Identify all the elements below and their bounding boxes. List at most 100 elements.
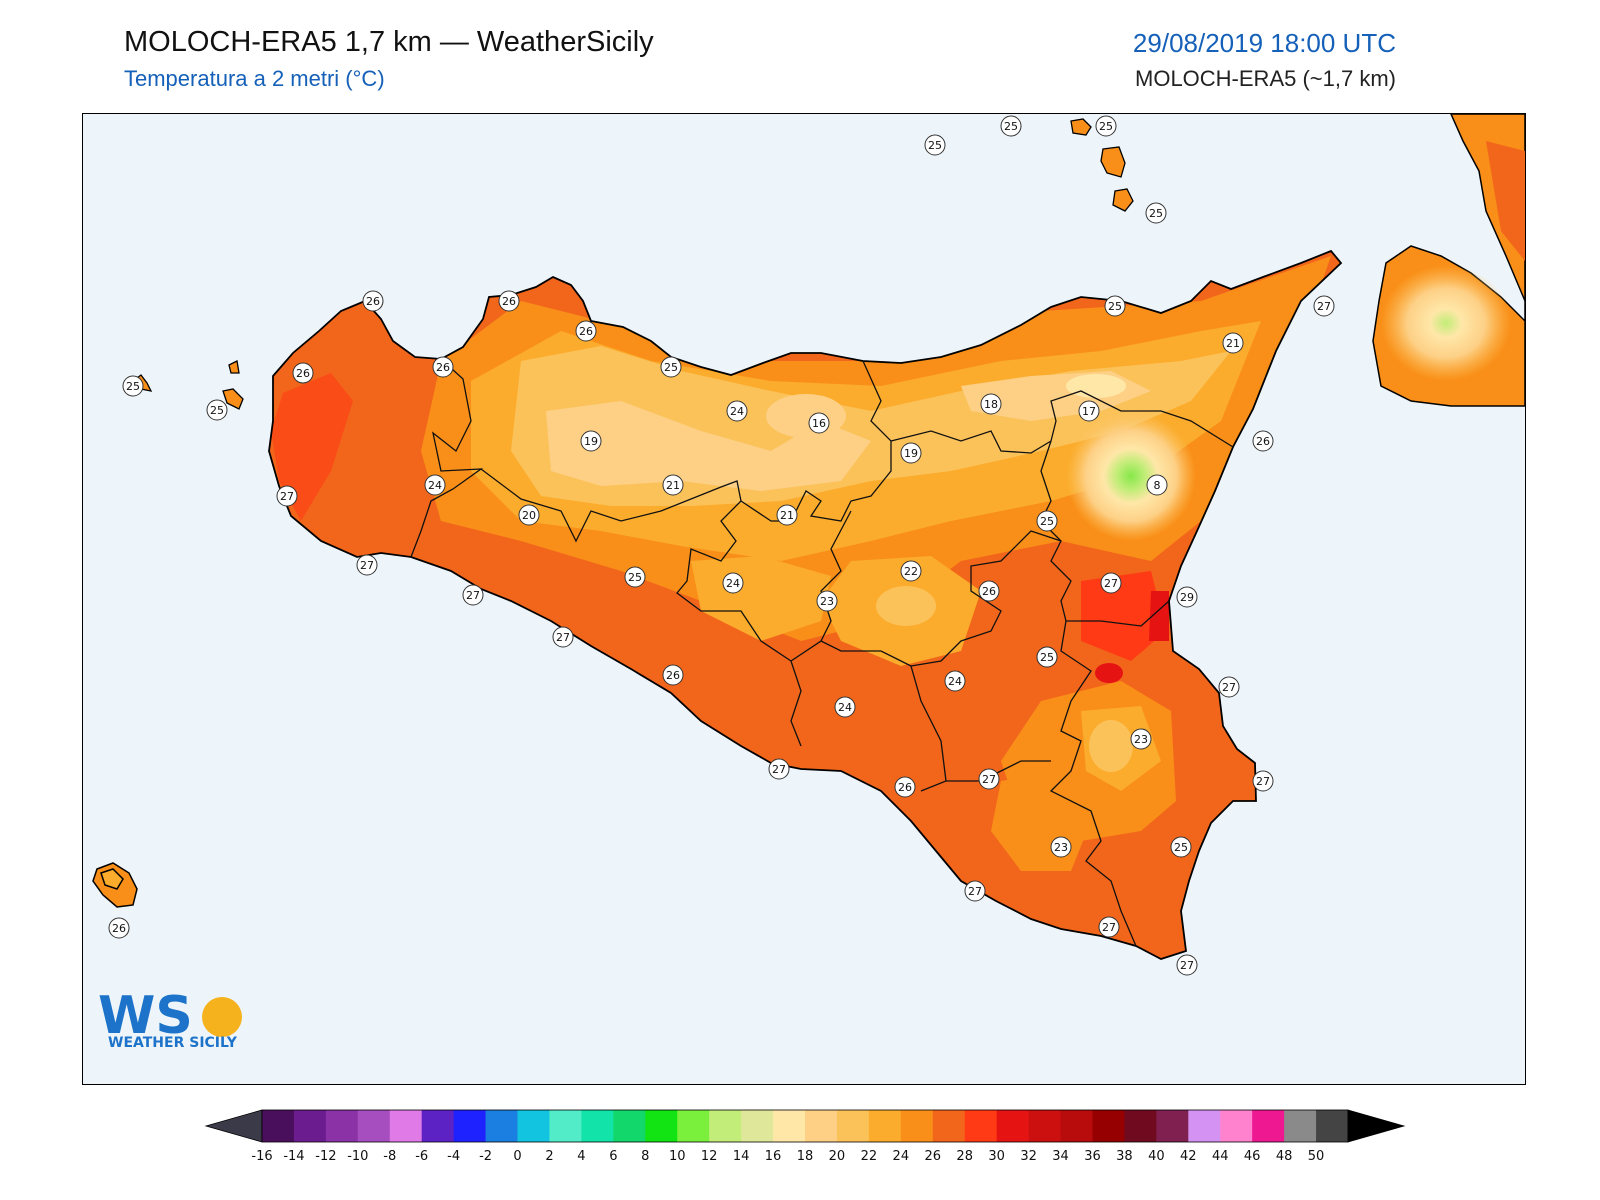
colorbar-swatch	[1188, 1110, 1221, 1142]
temperature-label-text: 25	[126, 380, 140, 393]
temperature-label-text: 19	[584, 435, 598, 448]
colorbar-swatch	[613, 1110, 646, 1142]
temperature-label-text: 26	[366, 295, 380, 308]
temperature-label-text: 27	[280, 490, 294, 503]
temperature-label: 26	[432, 356, 454, 378]
colorbar-tick-label: 34	[1052, 1149, 1069, 1164]
temperature-label: 27	[1313, 295, 1335, 317]
temperature-label-text: 27	[1222, 681, 1236, 694]
temperature-label-text: 25	[928, 139, 942, 152]
colorbar-swatch	[868, 1110, 902, 1142]
colorbar-swatch	[1060, 1110, 1093, 1142]
temperature-label: 25	[624, 566, 646, 588]
temperature-label: 27	[1098, 916, 1120, 938]
colorbar-swatch	[805, 1110, 838, 1142]
temperature-label: 25	[1095, 115, 1117, 137]
temperature-label: 25	[206, 399, 228, 421]
temperature-label-text: 25	[1040, 651, 1054, 664]
colorbar-tick-label: 14	[733, 1149, 750, 1164]
colorbar-swatch	[517, 1110, 550, 1142]
colorbar-tick-label: 30	[988, 1149, 1005, 1164]
colorbar-swatch	[1220, 1110, 1253, 1142]
temperature-label: 26	[575, 320, 597, 342]
colorbar-swatch	[677, 1110, 710, 1142]
colorbar-swatch	[1252, 1110, 1285, 1142]
map-panel[interactable]: 25 25 25 25 26 26 26 26 26 25 25 25 27 25 27 24 20 19 21 24…	[82, 113, 1526, 1085]
colorbar-swatch	[293, 1110, 327, 1142]
temperature-label-text: 25	[664, 361, 678, 374]
temperature-label-text: 22	[904, 565, 918, 578]
temperature-label-text: 29	[1180, 591, 1194, 604]
temperature-label-text: 26	[1256, 435, 1270, 448]
colorbar-swatch	[357, 1110, 391, 1142]
colorbar-swatch	[1124, 1110, 1157, 1142]
province-boundaries	[410, 358, 1234, 947]
colorbar-tick-label: 22	[861, 1149, 878, 1164]
temperature-label-text: 27	[1102, 921, 1116, 934]
colorbar-swatch	[453, 1110, 487, 1142]
temperature-label: 27	[552, 626, 574, 648]
colorbar-tick-label: 10	[669, 1149, 686, 1164]
temperature-label-text: 27	[556, 631, 570, 644]
colorbar-tick-label: 6	[609, 1149, 617, 1164]
temperature-label-text: 23	[820, 595, 834, 608]
temperature-label: 27	[276, 485, 298, 507]
logo-text: WEATHER SICILY	[108, 1035, 238, 1051]
pantelleria-island	[92, 862, 138, 908]
temperature-label: 29	[1176, 586, 1198, 608]
temperature-label-text: 26	[296, 367, 310, 380]
temperature-label-text: 27	[466, 589, 480, 602]
temperature-label-text: 26	[666, 669, 680, 682]
colorbar-tick-label: 28	[956, 1149, 973, 1164]
temperature-label: 19	[900, 442, 922, 464]
colorbar-tick-label: 50	[1308, 1149, 1325, 1164]
temperature-label-text: 25	[1004, 120, 1018, 133]
temperature-label: 24	[834, 696, 856, 718]
colorbar-swatch	[1284, 1110, 1317, 1142]
temperature-label: 21	[662, 474, 684, 496]
colorbar-swatch	[325, 1110, 359, 1142]
colorbar-tick-label: -4	[447, 1149, 460, 1164]
temperature-label: 17	[1078, 400, 1100, 422]
colorbar-tick-label: -16	[251, 1149, 272, 1164]
temperature-label-text: 18	[984, 398, 998, 411]
temperature-label: 24	[726, 400, 748, 422]
colorbar-swatch	[262, 1110, 295, 1142]
temperature-label-text: 21	[780, 509, 794, 522]
colorbar-tick-label: -6	[415, 1149, 428, 1164]
map-title: MOLOCH-ERA5 1,7 km — WeatherSicily	[124, 26, 654, 58]
temperature-label: 27	[1100, 572, 1122, 594]
colorbar-swatch	[773, 1110, 806, 1142]
temperature-label-text: 27	[982, 773, 996, 786]
colorbar-tick-label: 8	[641, 1149, 649, 1164]
temperature-label-text: 25	[1040, 515, 1054, 528]
temperature-label: 21	[776, 504, 798, 526]
colorbar-tick-label: 46	[1244, 1149, 1261, 1164]
colorbar-swatch	[1316, 1110, 1349, 1142]
valid-datetime: 29/08/2019 18:00 UTC	[1132, 28, 1396, 58]
temperature-label-text: 25	[628, 571, 642, 584]
colorbar-swatch	[996, 1110, 1030, 1142]
model-name: MOLOCH-ERA5 (~1,7 km)	[1135, 66, 1396, 91]
temperature-label-text: 25	[210, 404, 224, 417]
temperature-label: 27	[1252, 770, 1274, 792]
temperature-label-text: 24	[726, 577, 740, 590]
colorbar-tick-label: 32	[1020, 1149, 1037, 1164]
colorbar-tick-label: 0	[513, 1149, 521, 1164]
temperature-label: 27	[964, 880, 986, 902]
temperature-label-text: 16	[812, 417, 826, 430]
temperature-label: 23	[1050, 836, 1072, 858]
temperature-label: 26	[498, 290, 520, 312]
colorbar-swatch	[1092, 1110, 1125, 1142]
temperature-label: 26	[894, 776, 916, 798]
temperature-label-text: 26	[982, 585, 996, 598]
colorbar-swatch	[741, 1110, 774, 1142]
temperature-labels: 25 25 25 25 26 26 26 26 26 25 25 25 27 25 27 24 20 19 21 24…	[108, 115, 1335, 976]
colorbar-tick-label: 38	[1116, 1149, 1133, 1164]
temperature-label: 26	[978, 580, 1000, 602]
temperature-map: 25 25 25 25 26 26 26 26 26 25 25 25 27 25 27 24 20 19 21 24…	[83, 114, 1525, 1084]
temperature-label: 26	[362, 290, 384, 312]
colorbar-swatch	[581, 1110, 614, 1142]
temperature-label: 25	[1145, 202, 1167, 224]
temperature-label-text: 26	[579, 325, 593, 338]
